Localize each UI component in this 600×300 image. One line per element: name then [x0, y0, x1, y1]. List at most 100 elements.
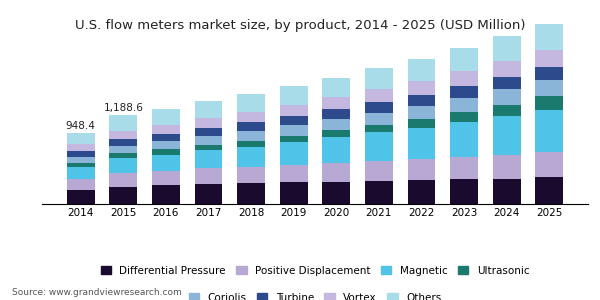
Bar [237, 183, 265, 204]
Bar [407, 119, 436, 128]
Bar [109, 187, 137, 204]
Bar [493, 77, 521, 89]
Bar [67, 151, 95, 157]
Bar [322, 109, 350, 119]
Bar [280, 142, 308, 165]
Bar [194, 101, 223, 118]
Bar [109, 115, 137, 130]
Bar [280, 86, 308, 105]
Bar [237, 122, 265, 131]
Bar [535, 96, 563, 110]
Bar [67, 144, 95, 151]
Bar [407, 128, 436, 159]
Bar [194, 128, 223, 136]
Bar [535, 177, 563, 204]
Bar [407, 106, 436, 119]
Bar [109, 173, 137, 187]
Bar [450, 179, 478, 204]
Bar [67, 157, 95, 163]
Bar [322, 97, 350, 109]
Bar [280, 125, 308, 136]
Bar [322, 137, 350, 163]
Bar [407, 159, 436, 180]
Bar [450, 112, 478, 122]
Bar [152, 109, 180, 125]
Bar [450, 157, 478, 179]
Bar [152, 154, 180, 171]
Bar [407, 94, 436, 106]
Bar [109, 153, 137, 158]
Bar [450, 98, 478, 112]
Bar [322, 119, 350, 130]
Text: U.S. flow meters market size, by product, 2014 - 2025 (USD Million): U.S. flow meters market size, by product… [75, 20, 525, 32]
Bar [109, 139, 137, 146]
Bar [535, 152, 563, 177]
Bar [535, 110, 563, 152]
Bar [450, 86, 478, 98]
Bar [194, 118, 223, 128]
Bar [194, 136, 223, 145]
Bar [365, 112, 393, 124]
Bar [322, 182, 350, 204]
Bar [450, 122, 478, 157]
Bar [67, 163, 95, 167]
Bar [493, 116, 521, 154]
Bar [152, 125, 180, 134]
Bar [365, 68, 393, 89]
Bar [365, 124, 393, 132]
Bar [280, 165, 308, 182]
Bar [493, 178, 521, 204]
Bar [237, 112, 265, 122]
Bar [407, 180, 436, 204]
Bar [67, 133, 95, 144]
Bar [280, 116, 308, 125]
Text: Source: www.grandviewresearch.com: Source: www.grandviewresearch.com [12, 288, 182, 297]
Bar [322, 78, 350, 97]
Bar [493, 36, 521, 61]
Bar [365, 132, 393, 161]
Bar [237, 167, 265, 183]
Bar [535, 23, 563, 50]
Bar [152, 185, 180, 204]
Bar [535, 80, 563, 96]
Bar [493, 154, 521, 178]
Bar [493, 105, 521, 116]
Bar [280, 136, 308, 142]
Bar [194, 184, 223, 204]
Bar [194, 168, 223, 184]
Bar [194, 150, 223, 168]
Bar [152, 134, 180, 141]
Bar [493, 61, 521, 77]
Text: 948.4: 948.4 [66, 121, 95, 131]
Bar [237, 141, 265, 147]
Bar [365, 181, 393, 204]
Text: 1,188.6: 1,188.6 [103, 103, 143, 113]
Bar [407, 59, 436, 81]
Bar [67, 178, 95, 190]
Bar [280, 182, 308, 204]
Bar [280, 105, 308, 116]
Bar [535, 67, 563, 80]
Bar [67, 190, 95, 204]
Bar [237, 147, 265, 166]
Bar [450, 71, 478, 86]
Bar [493, 89, 521, 105]
Bar [535, 50, 563, 67]
Bar [152, 141, 180, 149]
Bar [237, 131, 265, 141]
Bar [109, 130, 137, 139]
Legend: Coriolis, Turbine, Vortex, Others: Coriolis, Turbine, Vortex, Others [185, 289, 445, 300]
Bar [109, 146, 137, 153]
Bar [152, 149, 180, 154]
Bar [67, 167, 95, 178]
Bar [407, 81, 436, 94]
Bar [365, 102, 393, 112]
Bar [365, 161, 393, 181]
Bar [109, 158, 137, 173]
Bar [365, 89, 393, 102]
Bar [322, 130, 350, 137]
Bar [152, 171, 180, 185]
Bar [237, 94, 265, 112]
Bar [322, 163, 350, 182]
Bar [450, 48, 478, 71]
